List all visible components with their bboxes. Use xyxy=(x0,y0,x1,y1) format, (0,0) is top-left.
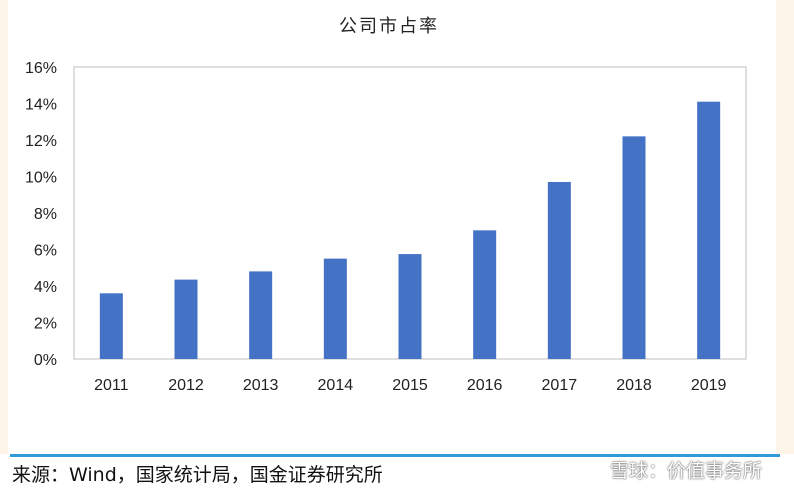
y-tick-label: 8% xyxy=(34,206,57,223)
watermark: 雪球：价值事务所 xyxy=(580,452,780,486)
chart-container: 公司市占率 0% 2% 4% 6% 8% 10% 12% 14% 16% 2011 2012 2013… xyxy=(25,16,747,394)
x-tick-label: 2015 xyxy=(392,377,428,394)
y-tick-label: 12% xyxy=(25,133,57,150)
x-tick-label: 2019 xyxy=(691,377,727,394)
watermark-text: 雪球：价值事务所 xyxy=(610,459,763,482)
left-margin-strip xyxy=(0,0,8,454)
y-tick-label: 14% xyxy=(25,97,57,114)
bar xyxy=(249,271,273,359)
bar xyxy=(323,258,347,359)
bar xyxy=(697,101,721,360)
source-note: 来源：Wind，国家统计局，国金证券研究所 xyxy=(12,464,383,486)
x-tick-label: 2017 xyxy=(542,377,578,394)
y-tick-label: 10% xyxy=(25,170,57,187)
y-tick-label: 0% xyxy=(34,352,57,369)
bar xyxy=(174,279,198,359)
bar xyxy=(547,181,571,359)
right-margin-strip xyxy=(776,0,794,454)
x-tick-label: 2011 xyxy=(94,377,129,394)
x-tick-label: 2012 xyxy=(168,377,204,394)
x-tick-label: 2016 xyxy=(467,377,503,394)
footer-divider xyxy=(10,454,780,457)
x-tick-label: 2014 xyxy=(318,377,354,394)
bar xyxy=(398,254,422,359)
bar-chart: 0% 2% 4% 6% 8% 10% 12% 14% 16% 2011 2012 2013 2014 20… xyxy=(25,60,747,394)
x-tick-label: 2013 xyxy=(243,377,279,394)
chart-title: 公司市占率 xyxy=(339,16,439,37)
x-tick-label: 2018 xyxy=(616,377,652,394)
y-tick-label: 4% xyxy=(34,279,57,296)
bar xyxy=(473,230,497,359)
y-tick-label: 16% xyxy=(25,60,57,77)
bar xyxy=(622,136,646,359)
snowball-logo-icon xyxy=(581,458,603,480)
y-tick-label: 2% xyxy=(34,316,57,333)
bar xyxy=(99,293,123,359)
y-tick-label: 6% xyxy=(34,243,57,260)
